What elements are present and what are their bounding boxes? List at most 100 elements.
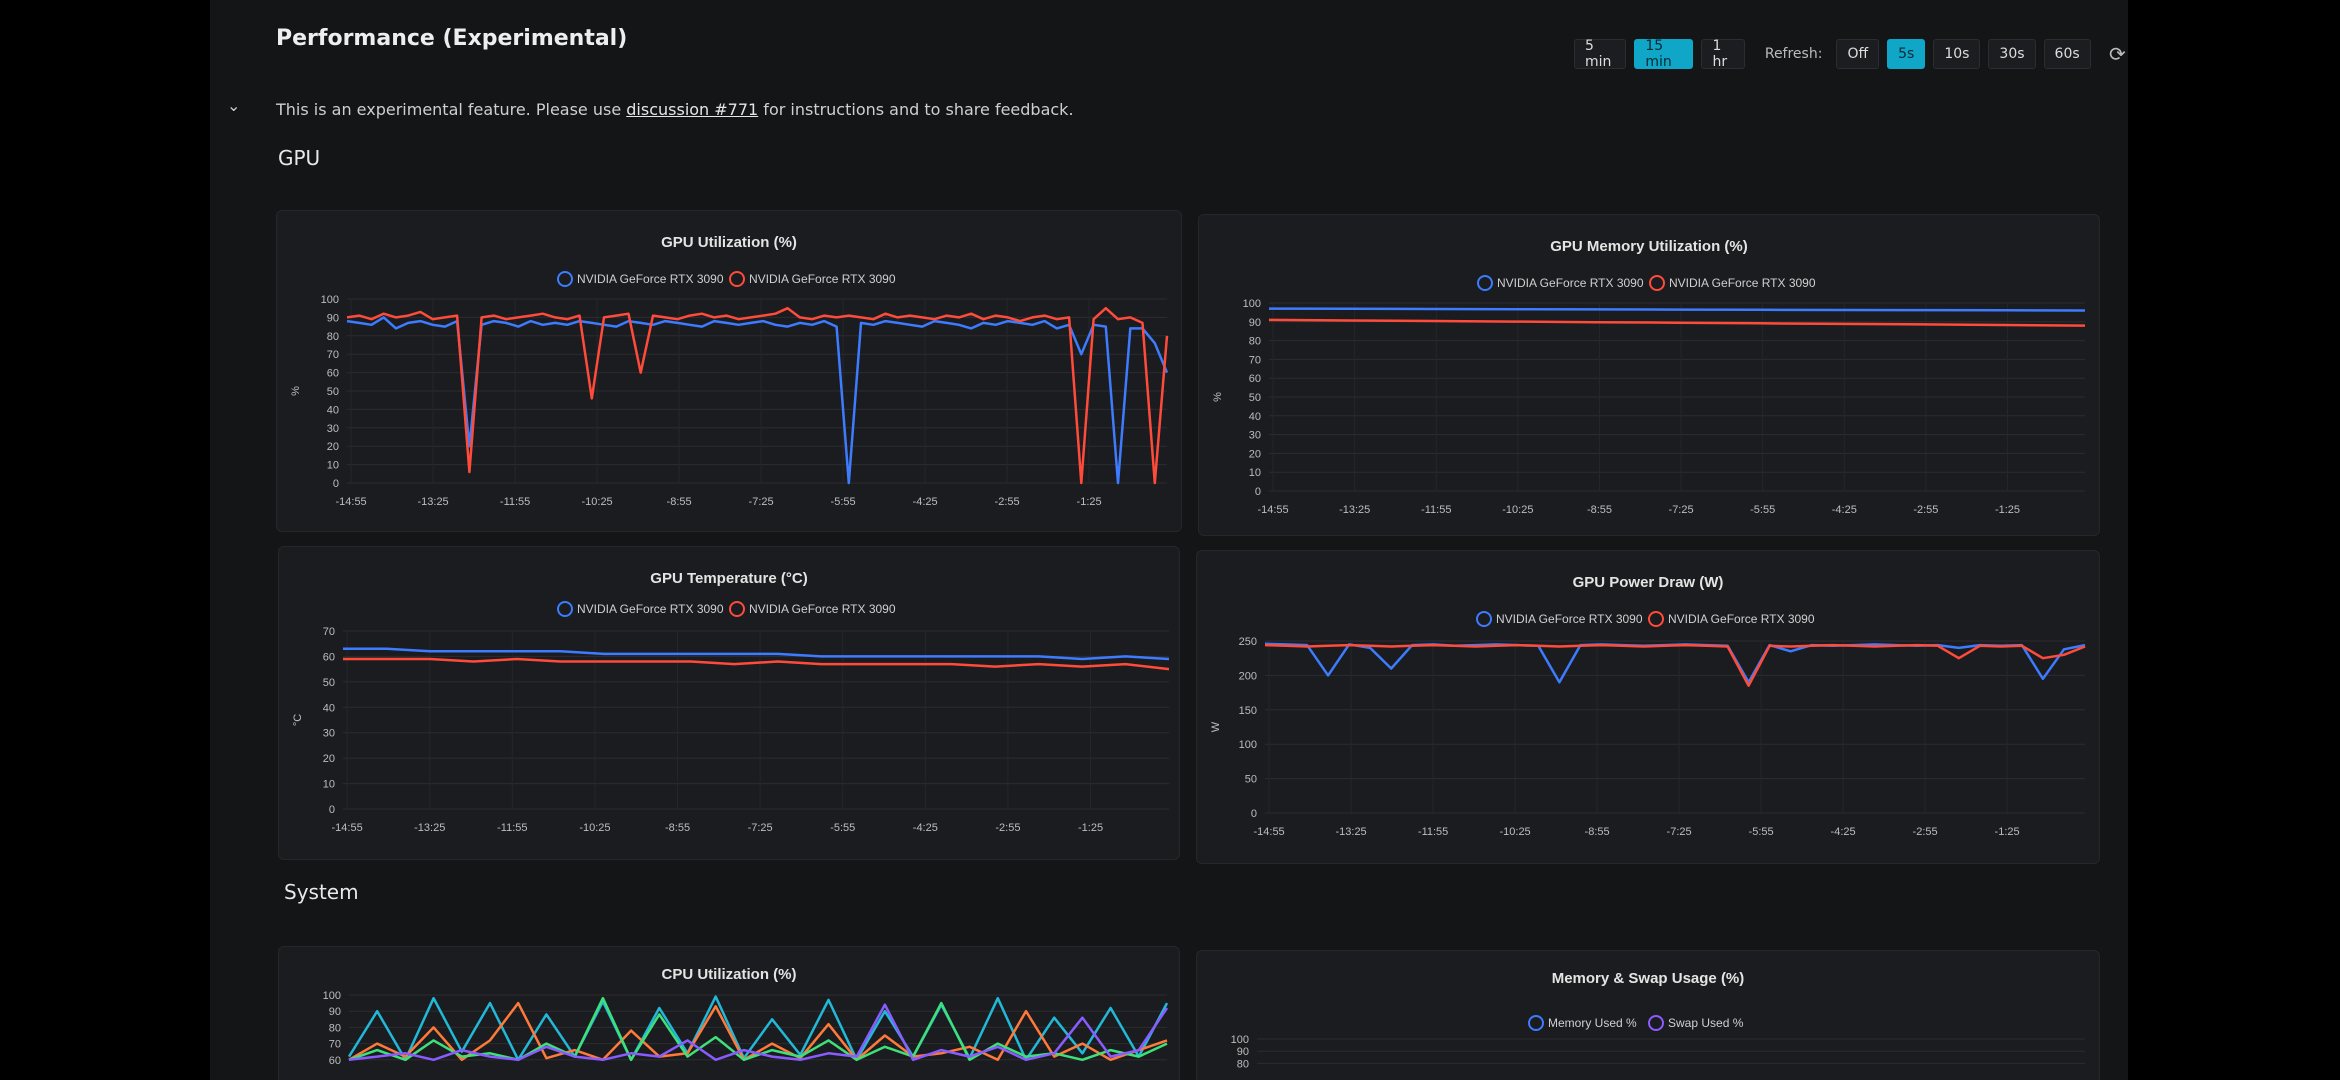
y-tick-label: 60 [323,651,335,663]
chart-card-gpu-power: GPU Power Draw (W) 0 50 100 150 200 250 -14:55 -… [1196,550,2100,864]
x-tick-label: -4:25 [913,496,938,508]
x-tick-label: -7:25 [1667,826,1692,838]
y-tick-label: 100 [1239,739,1257,751]
x-tick-label: -10:25 [579,822,610,834]
y-tick-label: 80 [327,331,339,343]
y-tick-label: 70 [329,1039,341,1051]
y-tick-label: 10 [327,460,339,472]
series-line [1268,318,2086,327]
performance-page: Performance (Experimental) ⌄ This is an … [210,0,2128,1080]
y-tick-label: 90 [329,1006,341,1018]
series-line [348,996,1168,1062]
page-title: Performance (Experimental) [276,26,628,51]
x-tick-label: -2:55 [995,496,1020,508]
chart-card-cpu-utilization: CPU Utilization (%) 60 70 80 90 100 [278,946,1180,1080]
refresh-icon[interactable]: ⟳ [2108,42,2126,66]
y-tick-label: 250 [1239,636,1257,648]
series-line [347,995,1169,1062]
y-tick-label: 100 [1231,1034,1249,1046]
legend-label: NVIDIA GeForce RTX 3090 [1496,612,1643,626]
legend-label: NVIDIA GeForce RTX 3090 [749,602,896,616]
y-axis-label: % [290,386,302,396]
y-axis-label: % [1212,392,1224,402]
x-tick-label: -7:25 [749,496,774,508]
x-tick-label: -2:55 [1913,504,1938,516]
series-line [1264,643,2086,687]
y-tick-label: 0 [333,478,339,490]
x-tick-label: -5:55 [1749,826,1774,838]
series-line [343,647,1170,661]
y-tick-label: 20 [323,753,335,765]
x-tick-label: -13:25 [1335,826,1366,838]
x-tick-label: -5:55 [1750,504,1775,516]
y-tick-label: 90 [1249,317,1261,329]
x-tick-label: -13:25 [1339,504,1370,516]
series-line [343,657,1170,671]
section-gpu: GPU [278,146,321,170]
legend-swatch [1648,1015,1664,1031]
x-tick-label: -1:25 [1077,496,1102,508]
chart-gpu-temperature: GPU Temperature (°C) 0 10 20 30 40 50 60 70 -14:5… [292,570,1170,834]
y-tick-label: 10 [1249,467,1261,479]
y-tick-label: 80 [1249,336,1261,348]
chart-card-memory-swap: Memory & Swap Usage (%) 80 90 100 Memory Use… [1196,950,2100,1080]
x-tick-label: -8:55 [1587,504,1612,516]
chevron-down-icon[interactable]: ⌄ [227,96,241,115]
legend-label: NVIDIA GeForce RTX 3090 [1669,276,1816,290]
legend-swatch [1648,611,1664,627]
x-tick-label: -14:55 [1253,826,1284,838]
x-tick-label: -13:25 [414,822,445,834]
chart-card-gpu-utilization: GPU Utilization (%) 0 10 20 30 40 50 60 70 80 90 10… [276,210,1182,532]
legend-swatch [729,271,745,287]
legend-swatch [1477,275,1493,291]
x-tick-label: -10:25 [581,496,612,508]
y-tick-label: 60 [329,1055,341,1067]
y-tick-label: 10 [323,779,335,791]
x-tick-label: -10:25 [1499,826,1530,838]
x-tick-label: -8:55 [667,496,692,508]
y-tick-label: 70 [1249,354,1261,366]
legend-label: NVIDIA GeForce RTX 3090 [577,272,724,286]
series-line [1268,307,2086,312]
y-axis-label: °C [292,714,304,726]
refresh-off-button[interactable]: Off [1836,39,1880,69]
refresh-30s-button[interactable]: 30s [1988,39,2036,69]
refresh-10s-button[interactable]: 10s [1933,39,1981,69]
y-tick-label: 30 [327,423,339,435]
discussion-link[interactable]: discussion #771 [626,100,759,119]
notice-text: This is an experimental feature. Please … [276,100,627,119]
y-tick-label: 0 [1251,808,1257,820]
series-line [348,1003,1169,1062]
y-tick-label: 40 [323,702,335,714]
range-15min-button[interactable]: 15 min [1634,38,1694,70]
x-tick-label: -7:25 [1669,504,1694,516]
y-tick-label: 50 [323,677,335,689]
chart-card-gpu-temperature: GPU Temperature (°C) 0 10 20 30 40 50 60 70 -14:5… [278,546,1180,860]
x-tick-label: -2:55 [1913,826,1938,838]
refresh-label: Refresh: [1764,46,1823,62]
range-1hr-button[interactable]: 1 hr [1701,38,1745,70]
y-tick-label: 30 [1249,430,1261,442]
chart-title: CPU Utilization (%) [662,966,797,983]
notice-text-after: for instructions and to share feedback. [758,100,1074,119]
x-tick-label: -11:55 [1418,826,1448,838]
y-tick-label: 0 [329,804,335,816]
chart-cpu-utilization: CPU Utilization (%) 60 70 80 90 100 [323,966,1169,1067]
y-tick-label: 80 [1237,1058,1249,1070]
x-tick-label: -14:55 [335,496,366,508]
refresh-5s-button[interactable]: 5s [1887,39,1926,69]
range-5min-button[interactable]: 5 min [1574,38,1627,70]
chart-title: GPU Utilization (%) [661,234,797,251]
x-tick-label: -4:25 [1831,826,1856,838]
x-tick-label: -11:55 [500,496,530,508]
refresh-60s-button[interactable]: 60s [2043,39,2091,69]
x-tick-label: -8:55 [665,822,690,834]
y-tick-label: 100 [323,990,341,1002]
y-tick-label: 90 [1237,1046,1249,1058]
legend-label: NVIDIA GeForce RTX 3090 [577,602,724,616]
section-system: System [284,880,359,904]
y-tick-label: 50 [1249,392,1261,404]
chart-title: Memory & Swap Usage (%) [1552,970,1745,987]
y-tick-label: 0 [1255,486,1261,498]
